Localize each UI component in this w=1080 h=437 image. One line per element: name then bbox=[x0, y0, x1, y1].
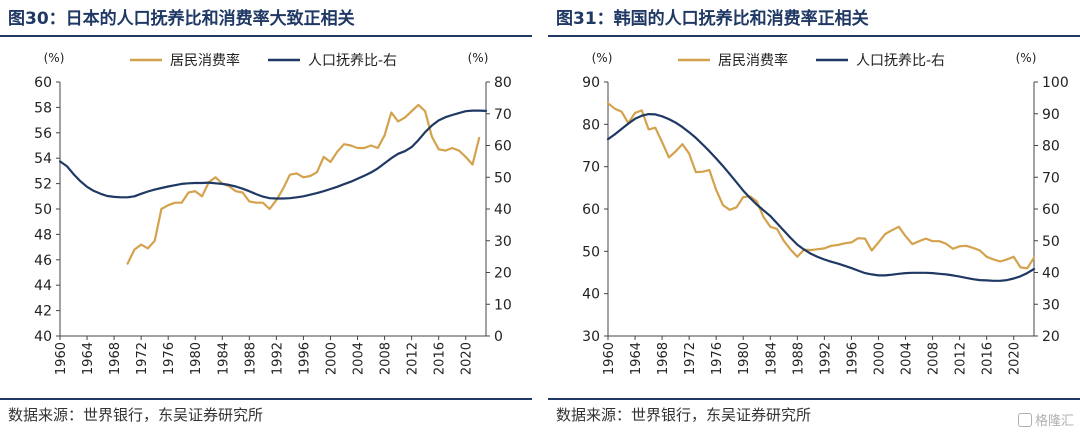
x-axis-tick-label: 1968 bbox=[108, 342, 123, 375]
left-axis-tick-label: 70 bbox=[582, 160, 600, 176]
right-axis-tick-label: 80 bbox=[1042, 139, 1060, 155]
left-axis-tick-label: 40 bbox=[582, 287, 600, 303]
x-axis-tick-label: 1968 bbox=[656, 342, 671, 375]
title-rule bbox=[548, 35, 1080, 37]
right-axis-tick-label: 60 bbox=[494, 139, 512, 155]
right-axis-unit: (%) bbox=[1016, 51, 1037, 65]
x-axis-tick-label: 2012 bbox=[954, 342, 969, 375]
x-axis-tick-label: 2008 bbox=[379, 342, 394, 375]
x-axis-tick-label: 1972 bbox=[683, 342, 698, 375]
left-axis-tick-label: 56 bbox=[34, 126, 52, 142]
right-axis-tick-label: 50 bbox=[494, 170, 512, 186]
figure-30-panel: 图30：日本的人口抚养比和消费率大致正相关 (%) (%) 40 42 44 46 48 50… bbox=[0, 0, 532, 437]
x-axis-tick-label: 2020 bbox=[1008, 342, 1023, 375]
x-axis-tick-label: 1988 bbox=[243, 342, 258, 375]
left-axis-tick-label: 60 bbox=[582, 202, 600, 218]
left-axis-tick-label: 42 bbox=[34, 304, 52, 320]
legend-label: 人口抚养比-右 bbox=[308, 53, 397, 69]
x-axis-tick-label: 1984 bbox=[764, 342, 779, 375]
left-axis-tick-label: 52 bbox=[34, 177, 52, 193]
x-axis-tick-label: 1992 bbox=[270, 342, 285, 375]
x-axis-tick-label: 2016 bbox=[433, 342, 448, 375]
x-axis-tick-label: 1976 bbox=[710, 342, 725, 375]
source-note: 数据来源：世界银行，东吴证券研究所 bbox=[8, 406, 264, 424]
source-rule bbox=[548, 398, 1080, 400]
x-axis-tick-label: 1980 bbox=[189, 342, 204, 375]
left-axis-unit: (%) bbox=[44, 51, 65, 65]
watermark: 格隆汇 bbox=[1017, 410, 1074, 429]
legend-label: 居民消费率 bbox=[718, 52, 788, 69]
x-axis-tick-label: 1980 bbox=[737, 342, 752, 375]
right-axis-tick-label: 50 bbox=[1042, 234, 1060, 250]
dependency-ratio-line bbox=[606, 113, 1036, 282]
left-axis-tick-label: 46 bbox=[34, 253, 52, 269]
source-note: 数据来源：世界银行，东吴证券研究所 bbox=[556, 406, 812, 424]
x-axis-tick-label: 1964 bbox=[81, 342, 96, 375]
consumption-rate-line bbox=[126, 103, 481, 265]
legend-label: 居民消费率 bbox=[170, 52, 240, 69]
dependency-ratio-line bbox=[58, 109, 488, 200]
x-axis-tick-label: 1996 bbox=[845, 342, 860, 375]
right-axis-unit: (%) bbox=[468, 51, 489, 65]
left-axis-tick-label: 40 bbox=[34, 329, 52, 345]
left-axis-tick-label: 48 bbox=[34, 227, 52, 243]
x-axis-tick-label: 2004 bbox=[352, 342, 367, 375]
left-axis-tick-label: 30 bbox=[582, 329, 600, 345]
right-axis-tick-label: 80 bbox=[494, 75, 512, 91]
x-axis-tick-label: 1972 bbox=[135, 342, 150, 375]
left-axis-tick-label: 54 bbox=[34, 151, 52, 167]
right-axis-tick-label: 60 bbox=[1042, 202, 1060, 218]
source-rule bbox=[0, 398, 532, 400]
left-axis-tick-label: 58 bbox=[34, 100, 52, 116]
x-axis-tick-label: 1964 bbox=[629, 342, 644, 375]
x-axis-tick-label: 2012 bbox=[406, 342, 421, 375]
left-axis-unit: (%) bbox=[592, 51, 613, 65]
right-axis-tick-label: 20 bbox=[494, 266, 512, 282]
right-axis-tick-label: 0 bbox=[494, 329, 503, 345]
right-axis-tick-label: 30 bbox=[1042, 297, 1060, 313]
figure-title: 图31：韩国的人口抚养比和消费率正相关 bbox=[556, 9, 869, 29]
korea-chart: (%) (%) 30 40 50 60 70 80 90 20 30 40 50 60 70 80 90 100 1… bbox=[582, 51, 1069, 375]
x-axis-tick-label: 1960 bbox=[602, 342, 617, 375]
left-axis-tick-label: 50 bbox=[34, 202, 52, 218]
right-axis-tick-label: 40 bbox=[494, 202, 512, 218]
right-axis-tick-label: 30 bbox=[494, 234, 512, 250]
x-axis-tick-label: 1988 bbox=[791, 342, 806, 375]
title-rule bbox=[0, 35, 532, 37]
x-axis-tick-label: 2020 bbox=[460, 342, 475, 375]
x-axis-tick-label: 2000 bbox=[324, 342, 339, 375]
legend-label: 人口抚养比-右 bbox=[856, 53, 945, 69]
figure-31-panel: 图31：韩国的人口抚养比和消费率正相关 (%) (%) 30 40 50 60 70 80 90… bbox=[548, 0, 1080, 437]
x-axis-tick-label: 1984 bbox=[216, 342, 231, 375]
x-axis-tick-label: 1992 bbox=[818, 342, 833, 375]
left-axis-tick-label: 60 bbox=[34, 75, 52, 91]
x-axis-tick-label: 2016 bbox=[981, 342, 996, 375]
left-axis-tick-label: 90 bbox=[582, 75, 600, 91]
right-axis-tick-label: 10 bbox=[494, 297, 512, 313]
left-axis-tick-label: 44 bbox=[34, 278, 52, 294]
x-axis-tick-label: 2004 bbox=[900, 342, 915, 375]
watermark-text: 格隆汇 bbox=[1034, 414, 1074, 429]
x-axis-tick-label: 1976 bbox=[162, 342, 177, 375]
right-axis-tick-label: 70 bbox=[1042, 170, 1060, 186]
x-axis-tick-label: 2000 bbox=[872, 342, 887, 375]
right-axis-tick-label: 90 bbox=[1042, 107, 1060, 123]
consumption-rate-line bbox=[606, 102, 1036, 270]
left-axis-tick-label: 50 bbox=[582, 244, 600, 260]
right-axis-tick-label: 40 bbox=[1042, 266, 1060, 282]
right-axis-tick-label: 20 bbox=[1042, 329, 1060, 345]
right-axis-tick-label: 100 bbox=[1042, 75, 1069, 91]
x-axis-tick-label: 1996 bbox=[297, 342, 312, 375]
right-axis-tick-label: 70 bbox=[494, 107, 512, 123]
left-axis-tick-label: 80 bbox=[582, 117, 600, 133]
japan-chart: (%) (%) 40 42 44 46 48 50 52 54 56 58 60 0 10 20 30 40 50 6… bbox=[34, 51, 512, 375]
x-axis-tick-label: 1960 bbox=[54, 342, 69, 375]
figure-title: 图30：日本的人口抚养比和消费率大致正相关 bbox=[8, 9, 355, 29]
watermark-logo-icon bbox=[1017, 413, 1032, 427]
x-axis-tick-label: 2008 bbox=[927, 342, 942, 375]
